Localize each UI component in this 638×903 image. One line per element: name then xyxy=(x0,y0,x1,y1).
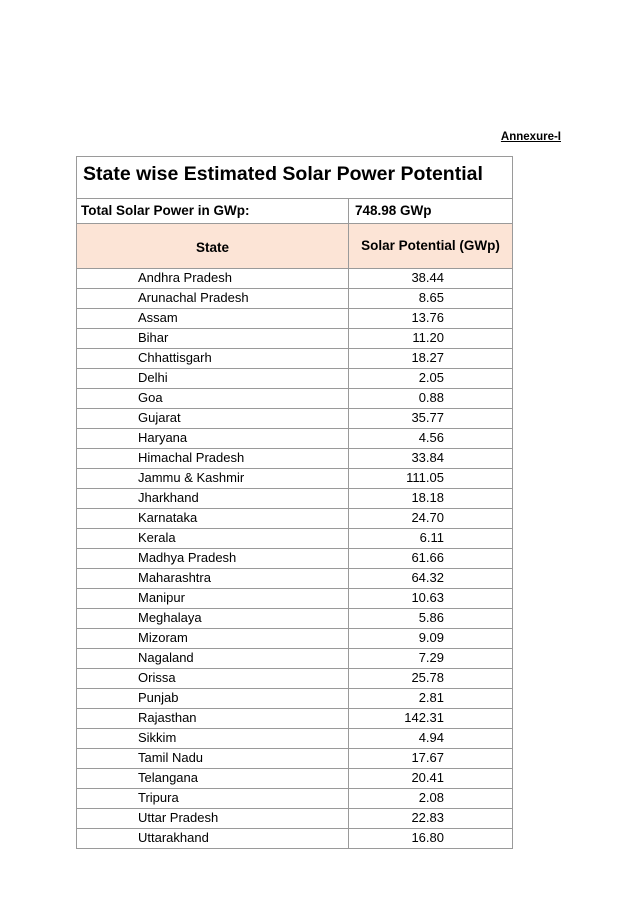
potential-cell: 5.86 xyxy=(418,610,444,625)
state-cell: Maharashtra xyxy=(77,569,349,588)
state-cell: Haryana xyxy=(77,429,349,448)
total-value: 748.98 GWp xyxy=(355,203,432,218)
potential-cell: 20.41 xyxy=(411,770,444,785)
table-row: Arunachal Pradesh 8.65 xyxy=(77,289,512,309)
potential-cell: 111.05 xyxy=(406,470,444,485)
state-cell: Kerala xyxy=(77,529,349,548)
potential-cell: 0.88 xyxy=(418,390,444,405)
state-cell: Jharkhand xyxy=(77,489,349,508)
header-row: State Solar Potential (GWp) xyxy=(77,224,512,269)
potential-cell: 10.63 xyxy=(411,590,444,605)
potential-cell: 22.83 xyxy=(411,810,444,825)
table-row: Tamil Nadu 17.67 xyxy=(77,749,512,769)
potential-cell: 7.29 xyxy=(418,650,444,665)
table-row: Goa 0.88 xyxy=(77,389,512,409)
potential-cell: 17.67 xyxy=(411,750,444,765)
potential-cell: 13.76 xyxy=(411,310,444,325)
total-row: Total Solar Power in GWp: 748.98 GWp xyxy=(77,199,512,224)
state-cell: Karnataka xyxy=(77,509,349,528)
potential-cell: 61.66 xyxy=(411,550,444,565)
state-cell: Goa xyxy=(77,389,349,408)
potential-cell: 33.84 xyxy=(411,450,444,465)
table-row: Meghalaya 5.86 xyxy=(77,609,512,629)
table-row: Delhi 2.05 xyxy=(77,369,512,389)
state-cell: Tamil Nadu xyxy=(77,749,349,768)
table-row: Nagaland 7.29 xyxy=(77,649,512,669)
state-cell: Uttarakhand xyxy=(77,829,349,848)
table-row: Karnataka 24.70 xyxy=(77,509,512,529)
table-row: Uttar Pradesh 22.83 xyxy=(77,809,512,829)
state-cell: Punjab xyxy=(77,689,349,708)
annexure-label: Annexure-I xyxy=(500,131,561,143)
potential-cell: 2.81 xyxy=(418,690,444,705)
header-state: State xyxy=(77,224,349,268)
state-cell: Mizoram xyxy=(77,629,349,648)
table-row: Andhra Pradesh 38.44 xyxy=(77,269,512,289)
table-row: Chhattisgarh 18.27 xyxy=(77,349,512,369)
table-title: State wise Estimated Solar Power Potenti… xyxy=(77,157,512,199)
potential-cell: 2.05 xyxy=(418,370,444,385)
state-cell: Jammu & Kashmir xyxy=(77,469,349,488)
table-row: Assam 13.76 xyxy=(77,309,512,329)
table-row: Kerala 6.11 xyxy=(77,529,512,549)
table-row: Himachal Pradesh 33.84 xyxy=(77,449,512,469)
table-row: Jammu & Kashmir 111.05 xyxy=(77,469,512,489)
state-cell: Manipur xyxy=(77,589,349,608)
state-cell: Orissa xyxy=(77,669,349,688)
table-row: Mizoram 9.09 xyxy=(77,629,512,649)
state-cell: Assam xyxy=(77,309,349,328)
potential-cell: 11.20 xyxy=(412,330,444,345)
potential-cell: 18.27 xyxy=(411,350,444,365)
table-row: Manipur 10.63 xyxy=(77,589,512,609)
potential-cell: 4.56 xyxy=(418,430,444,445)
table-row: Punjab 2.81 xyxy=(77,689,512,709)
state-cell: Telangana xyxy=(77,769,349,788)
header-potential: Solar Potential (GWp) xyxy=(361,238,500,253)
table-row: Jharkhand 18.18 xyxy=(77,489,512,509)
potential-cell: 6.11 xyxy=(419,530,444,545)
state-cell: Uttar Pradesh xyxy=(77,809,349,828)
state-cell: Andhra Pradesh xyxy=(77,269,349,288)
potential-cell: 142.31 xyxy=(404,710,444,725)
state-cell: Sikkim xyxy=(77,729,349,748)
table-row: Telangana 20.41 xyxy=(77,769,512,789)
potential-cell: 24.70 xyxy=(411,510,444,525)
table-row: Sikkim 4.94 xyxy=(77,729,512,749)
table-row: Bihar 11.20 xyxy=(77,329,512,349)
state-cell: Himachal Pradesh xyxy=(77,449,349,468)
potential-cell: 9.09 xyxy=(418,630,444,645)
table-body: Andhra Pradesh 38.44 Arunachal Pradesh 8.65… xyxy=(77,269,512,848)
potential-cell: 25.78 xyxy=(411,670,444,685)
state-cell: Rajasthan xyxy=(77,709,349,728)
potential-cell: 4.94 xyxy=(418,730,444,745)
total-label: Total Solar Power in GWp: xyxy=(77,199,349,223)
table-row: Maharashtra 64.32 xyxy=(77,569,512,589)
potential-cell: 38.44 xyxy=(411,270,444,285)
table-row: Madhya Pradesh 61.66 xyxy=(77,549,512,569)
potential-cell: 8.65 xyxy=(418,290,444,305)
state-cell: Bihar xyxy=(77,329,349,348)
solar-potential-table: State wise Estimated Solar Power Potenti… xyxy=(76,156,513,849)
table-row: Tripura 2.08 xyxy=(77,789,512,809)
potential-cell: 64.32 xyxy=(411,570,444,585)
potential-cell: 18.18 xyxy=(411,490,444,505)
table-row: Uttarakhand 16.80 xyxy=(77,829,512,848)
potential-cell: 16.80 xyxy=(411,830,444,845)
state-cell: Delhi xyxy=(77,369,349,388)
table-row: Rajasthan 142.31 xyxy=(77,709,512,729)
state-cell: Chhattisgarh xyxy=(77,349,349,368)
state-cell: Tripura xyxy=(77,789,349,808)
table-row: Haryana 4.56 xyxy=(77,429,512,449)
state-cell: Arunachal Pradesh xyxy=(77,289,349,308)
state-cell: Gujarat xyxy=(77,409,349,428)
table-row: Orissa 25.78 xyxy=(77,669,512,689)
potential-cell: 2.08 xyxy=(418,790,444,805)
potential-cell: 35.77 xyxy=(411,410,444,425)
state-cell: Madhya Pradesh xyxy=(77,549,349,568)
table-row: Gujarat 35.77 xyxy=(77,409,512,429)
state-cell: Nagaland xyxy=(77,649,349,668)
state-cell: Meghalaya xyxy=(77,609,349,628)
